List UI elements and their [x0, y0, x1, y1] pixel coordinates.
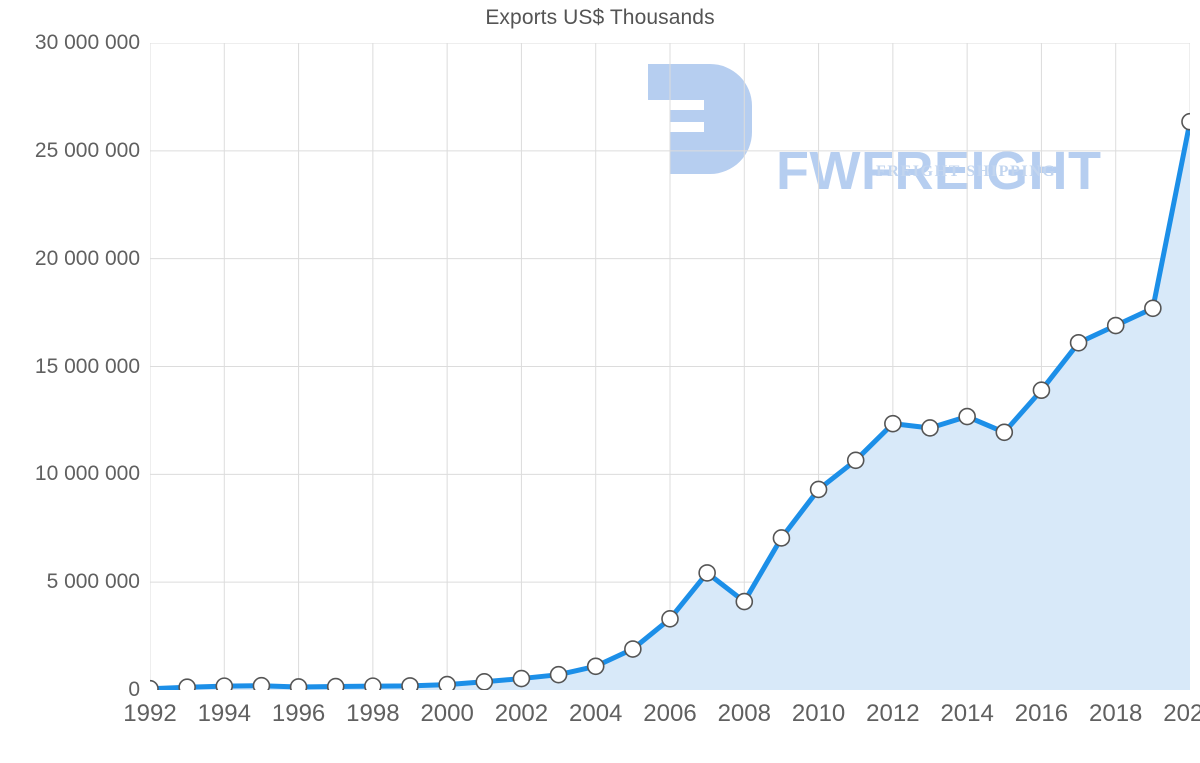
data-point-2012[interactable] [884, 414, 902, 433]
y-axis-tick-label: 5 000 000 [46, 570, 140, 594]
x-axis-tick-label: 2002 [494, 700, 549, 727]
data-point-2014[interactable] [958, 407, 976, 426]
data-point-2003[interactable] [549, 665, 568, 684]
data-point-1999[interactable] [401, 677, 419, 690]
x-axis-tick-label: 2000 [420, 700, 474, 727]
data-point-2009[interactable] [772, 529, 791, 547]
series-area-fill [150, 121, 1190, 690]
fwfreight-logo-mark-icon [648, 64, 752, 174]
series-markers[interactable] [150, 112, 1190, 690]
y-axis-tick-label: 25 000 000 [34, 138, 140, 162]
data-point-2010[interactable] [809, 480, 828, 499]
data-point-1996[interactable] [289, 678, 308, 690]
x-axis-tick-label: 2012 [866, 700, 920, 727]
data-point-2004[interactable] [586, 657, 605, 676]
y-axis-tick-label: 20 000 000 [34, 246, 140, 270]
data-point-1992[interactable] [150, 679, 159, 690]
data-point-2005[interactable] [624, 640, 642, 658]
data-point-2017[interactable] [1069, 333, 1088, 352]
data-point-2018[interactable] [1106, 316, 1125, 335]
data-point-2001[interactable] [475, 673, 494, 690]
x-axis-tick-label: 2018 [1089, 700, 1143, 727]
data-point-1995[interactable] [252, 676, 271, 690]
data-point-2011[interactable] [846, 451, 865, 470]
x-axis-tick-label: 1992 [123, 700, 177, 727]
data-point-2006[interactable] [661, 610, 679, 628]
x-axis-tick-label: 2014 [940, 700, 994, 727]
data-point-1997[interactable] [326, 677, 345, 690]
watermark-tagline: FREIGHT SHIPPING [876, 163, 1057, 180]
data-point-1998[interactable] [364, 677, 382, 690]
data-point-1993[interactable] [178, 678, 196, 690]
y-axis-tick-label: 0 [128, 678, 140, 701]
x-axis-tick-label: 1994 [197, 700, 251, 727]
y-axis-tick-label: 30 000 000 [34, 31, 140, 54]
x-axis-tick-label: 2016 [1014, 700, 1069, 727]
x-axis-tick-label: 2006 [643, 700, 697, 727]
y-axis-tick-label: 10 000 000 [34, 462, 140, 486]
data-point-2015[interactable] [995, 423, 1014, 442]
chart-title: Exports US$ Thousands [485, 6, 715, 29]
data-point-2013[interactable] [921, 419, 939, 437]
data-point-2019[interactable] [1144, 299, 1162, 318]
x-axis-tick-label: 2020 [1163, 700, 1200, 727]
data-point-2000[interactable] [438, 675, 456, 690]
watermark: FWFREIGHT FREIGHT SHIPPING [648, 60, 1148, 198]
data-point-2008[interactable] [735, 592, 754, 611]
data-point-2007[interactable] [698, 564, 716, 582]
data-point-2016[interactable] [1032, 381, 1051, 400]
x-axis-tick-label: 2008 [717, 700, 771, 727]
x-axis-tick-label: 1996 [271, 700, 326, 727]
data-point-2002[interactable] [512, 669, 531, 688]
x-axis-tick-label: 2004 [569, 700, 623, 727]
x-axis-tick-label: 1998 [346, 700, 400, 727]
data-point-2020[interactable] [1181, 112, 1190, 131]
data-point-1994[interactable] [215, 677, 234, 690]
plot-area [150, 43, 1190, 690]
watermark-brand-name: FWFREIGHT [776, 141, 1102, 201]
y-axis-tick-label: 15 000 000 [34, 354, 140, 378]
x-axis-tick-label: 2010 [791, 700, 846, 727]
